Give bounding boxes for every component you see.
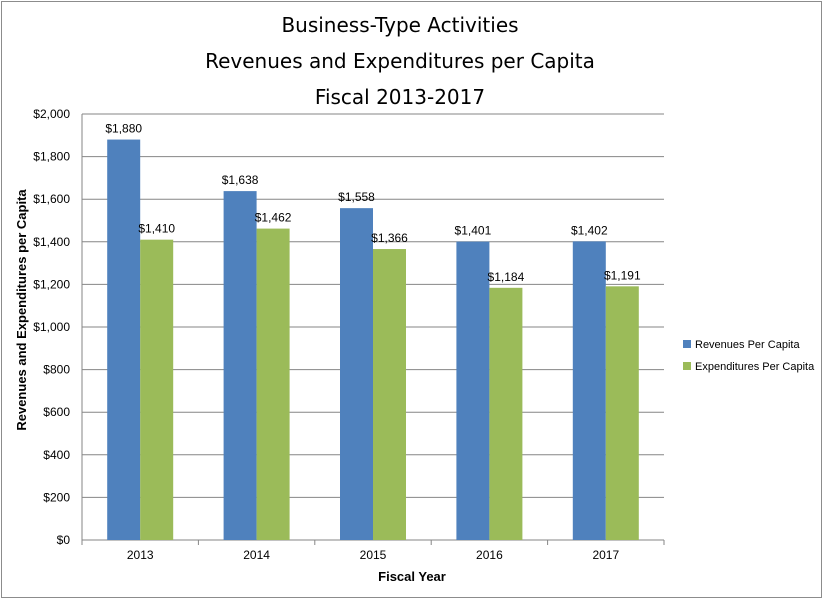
y-tick-label: $1,200: [33, 277, 70, 291]
bar-expenditures-2014: [256, 228, 290, 540]
y-tick-label: $800: [43, 363, 70, 377]
legend-swatch: [683, 362, 691, 370]
y-axis-title: Revenues and Expenditures per Capita: [14, 189, 29, 431]
bar-revenues-2017: [572, 241, 606, 540]
legend: Revenues Per Capita Expenditures Per Capi…: [683, 339, 815, 373]
legend-label: Revenues Per Capita: [695, 339, 800, 351]
data-label: $1,401: [455, 224, 492, 238]
gridlines: [81, 113, 664, 541]
bar-revenues-2014: [223, 191, 257, 540]
data-label: $1,191: [604, 268, 641, 282]
x-tick-label: 2013: [127, 548, 154, 562]
x-tick-label: 2014: [243, 548, 270, 562]
y-tick-label: $200: [43, 490, 70, 504]
y-axis-ticks: $0 $200 $400 $600 $800 $1,000 $1,200 $1,400 $1,6…: [33, 107, 70, 547]
bar-revenues-2013: [107, 139, 141, 540]
data-label: $1,366: [371, 231, 408, 245]
data-labels: $1,880 $1,410 $1,638 $1,462 $1,558 $1,366 $1,4…: [105, 122, 641, 284]
bars: [107, 139, 639, 541]
y-tick-label: $1,000: [33, 320, 70, 334]
bar-expenditures-2017: [605, 286, 639, 540]
x-tick-label: 2015: [360, 548, 387, 562]
y-tick-label: $1,800: [33, 150, 70, 164]
data-label: $1,462: [255, 211, 292, 225]
chart-title-line-1: Business-Type Activities: [281, 13, 518, 37]
data-label: $1,638: [222, 173, 259, 187]
y-tick-label: $400: [43, 448, 70, 462]
data-label: $1,402: [571, 223, 608, 237]
legend-swatch: [683, 340, 691, 348]
chart-title-line-2: Revenues and Expenditures per Capita: [205, 49, 595, 73]
x-axis-ticks: 2013 2014 2015 2016 2017: [81, 540, 665, 562]
x-tick-label: 2016: [476, 548, 503, 562]
data-label: $1,880: [105, 122, 142, 136]
bar-revenues-2016: [456, 241, 490, 540]
data-label: $1,410: [138, 222, 175, 236]
bar-expenditures-2015: [373, 249, 406, 541]
bar-revenues-2015: [340, 208, 373, 540]
x-axis-title: Fiscal Year: [378, 569, 446, 584]
y-tick-label: $0: [57, 533, 71, 547]
chart-title-line-3: Fiscal 2013-2017: [315, 85, 485, 109]
data-label: $1,184: [488, 270, 525, 284]
data-label: $1,558: [338, 190, 375, 204]
bar-expenditures-2016: [489, 287, 523, 540]
y-tick-label: $600: [43, 405, 70, 419]
x-tick-label: 2017: [592, 548, 619, 562]
chart-title: Business-Type Activities Revenues and Ex…: [205, 13, 595, 109]
y-tick-label: $1,600: [33, 192, 70, 206]
bar-expenditures-2013: [140, 239, 174, 541]
legend-label: Expenditures Per Capita: [695, 361, 815, 373]
y-tick-label: $2,000: [33, 107, 70, 121]
y-tick-label: $1,400: [33, 235, 70, 249]
